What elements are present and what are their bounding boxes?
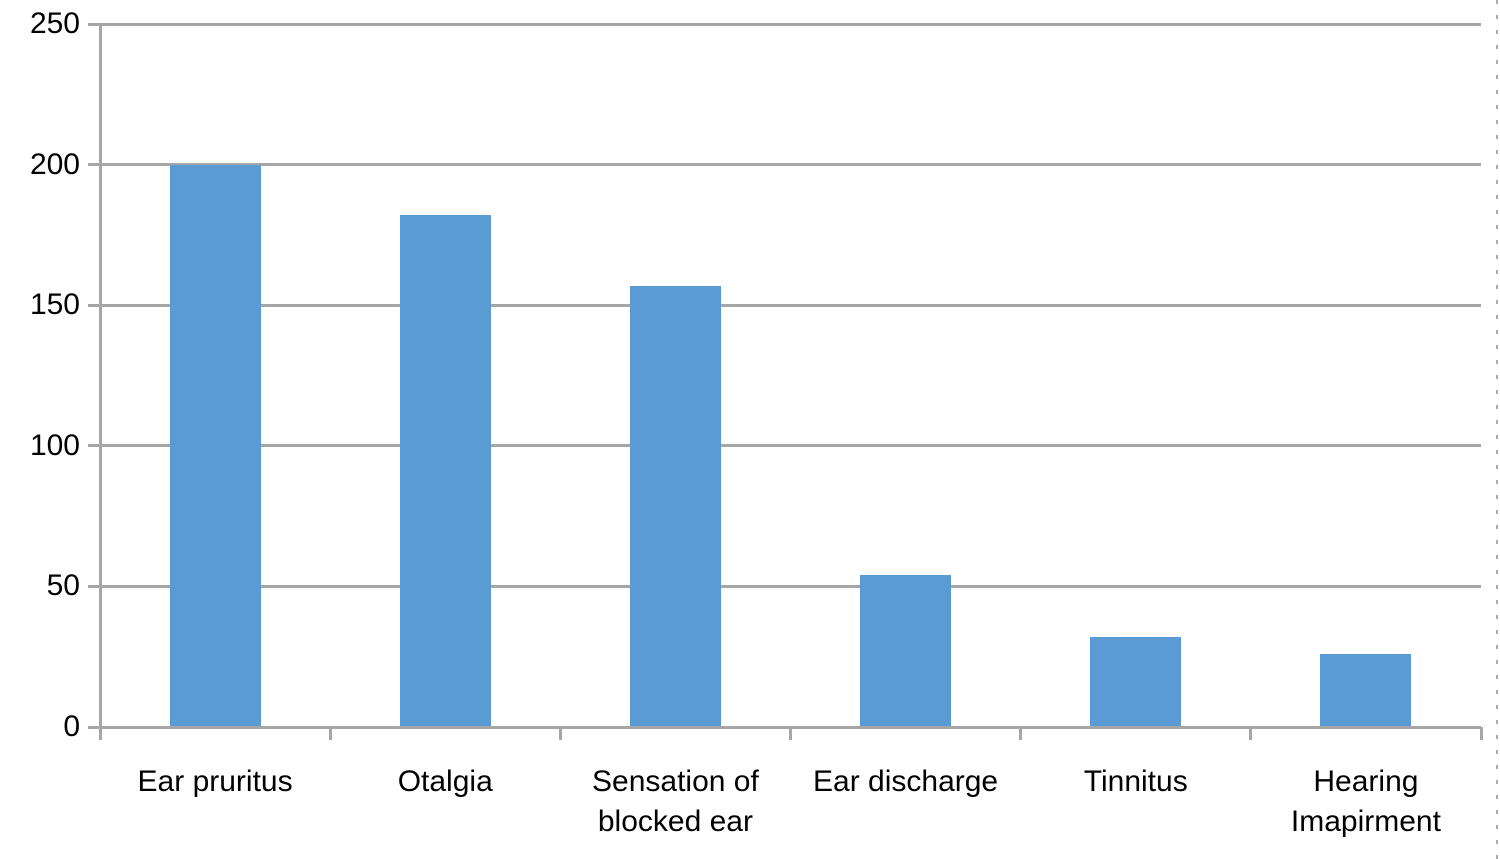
y-tick-100 bbox=[88, 444, 100, 448]
bar-hearing-imapirment bbox=[1320, 653, 1412, 727]
bar-ear-pruritus bbox=[169, 164, 261, 727]
gridline-150 bbox=[100, 303, 1481, 307]
bar-tinnitus bbox=[1090, 637, 1182, 727]
y-tick-200 bbox=[88, 163, 100, 167]
bar-ear-discharge bbox=[860, 575, 952, 727]
y-axis-tick-label: 50 bbox=[46, 569, 80, 603]
y-axis-tick-label: 250 bbox=[29, 7, 80, 40]
x-tick-4 bbox=[1019, 727, 1023, 740]
x-category-label: Ear pruritus bbox=[137, 765, 293, 798]
bar-otalgia bbox=[399, 215, 491, 727]
x-category-label: Sensation of blocked ear bbox=[592, 765, 759, 838]
y-tick-150 bbox=[88, 303, 100, 307]
y-axis-tick-label: 0 bbox=[63, 710, 80, 743]
y-axis-tick-label: 200 bbox=[29, 147, 80, 181]
x-tick-6 bbox=[1479, 727, 1483, 740]
gridline-250 bbox=[100, 22, 1481, 26]
y-axis-tick-label: 100 bbox=[29, 428, 80, 462]
x-category-label: Otalgia bbox=[397, 765, 493, 798]
y-axis-tick-label: 150 bbox=[29, 288, 80, 322]
gridline-200 bbox=[100, 163, 1481, 167]
x-category-label: Ear discharge bbox=[813, 765, 999, 798]
x-category-label: Hearing Imapirment bbox=[1290, 765, 1441, 838]
bar-sensation-of-blocked-ear bbox=[629, 285, 721, 727]
x-tick-5 bbox=[1249, 727, 1253, 740]
y-tick-50 bbox=[88, 584, 100, 588]
y-tick-250 bbox=[88, 22, 100, 26]
x-tick-3 bbox=[789, 727, 792, 740]
right-edge-dashed-border bbox=[1496, 0, 1498, 859]
x-tick-2 bbox=[558, 727, 562, 740]
y-tick-0 bbox=[88, 725, 100, 729]
x-tick-1 bbox=[328, 727, 332, 740]
gridline-100 bbox=[100, 444, 1481, 448]
x-category-label: Tinnitus bbox=[1083, 765, 1188, 798]
y-axis-line bbox=[98, 24, 102, 740]
gridline-50 bbox=[100, 584, 1481, 588]
